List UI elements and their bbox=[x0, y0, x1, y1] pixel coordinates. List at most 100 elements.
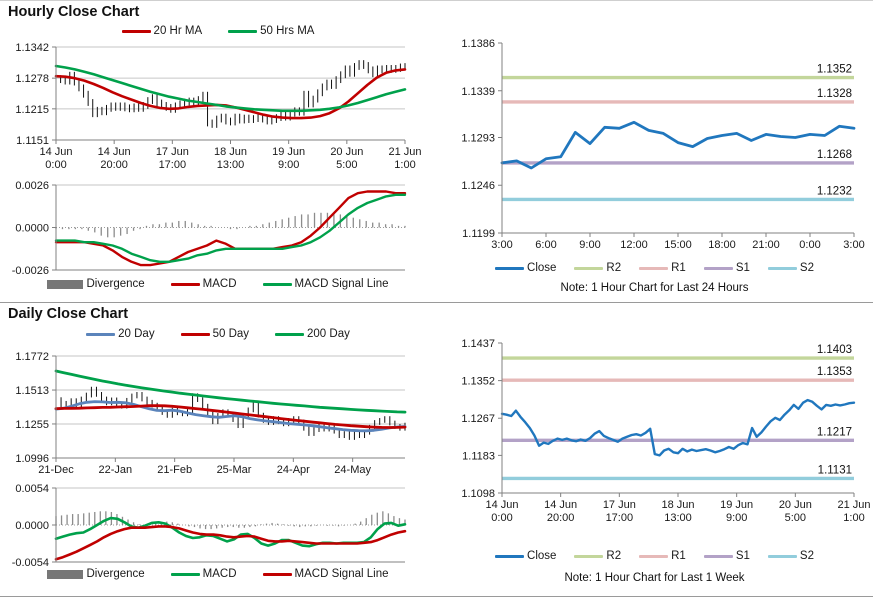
svg-text:0.0026: 0.0026 bbox=[15, 180, 49, 192]
svg-text:20:00: 20:00 bbox=[100, 159, 128, 171]
legend-swatch bbox=[495, 266, 525, 270]
svg-text:22-Jan: 22-Jan bbox=[99, 464, 133, 476]
legend-swatch bbox=[275, 332, 305, 336]
svg-text:20:00: 20:00 bbox=[547, 512, 575, 524]
svg-text:1.1151: 1.1151 bbox=[16, 135, 49, 147]
svg-text:9:00: 9:00 bbox=[278, 159, 299, 171]
svg-text:17:00: 17:00 bbox=[606, 512, 634, 524]
svg-text:13:00: 13:00 bbox=[217, 159, 245, 171]
svg-text:21 Jun: 21 Jun bbox=[388, 146, 421, 158]
legend-label: 50 Day bbox=[212, 328, 250, 340]
svg-text:21 Jun: 21 Jun bbox=[837, 499, 870, 511]
h24-note: Note: 1 Hour Chart for Last 24 Hours bbox=[560, 282, 749, 294]
legend-item-macd-signal-line: MACD Signal Line bbox=[262, 278, 389, 290]
svg-text:12:00: 12:00 bbox=[620, 239, 648, 251]
svg-text:0:00: 0:00 bbox=[491, 512, 512, 524]
svg-text:14 Jun: 14 Jun bbox=[98, 146, 131, 158]
legend-swatch bbox=[180, 332, 210, 336]
legend-swatch bbox=[47, 569, 84, 579]
legend-item-divergence: Divergence bbox=[47, 278, 145, 290]
legend-item-r1: R1 bbox=[639, 262, 686, 274]
legend-swatch bbox=[639, 554, 669, 558]
svg-text:19 Jun: 19 Jun bbox=[720, 499, 753, 511]
legend-swatch bbox=[574, 554, 604, 558]
svg-text:5:00: 5:00 bbox=[785, 512, 806, 524]
svg-text:25-Mar: 25-Mar bbox=[217, 464, 252, 476]
svg-text:24-May: 24-May bbox=[334, 464, 371, 476]
svg-text:15:00: 15:00 bbox=[664, 239, 692, 251]
svg-text:1.1255: 1.1255 bbox=[15, 419, 49, 431]
legend-item-50-hrs-ma: 50 Hrs MA bbox=[228, 25, 314, 37]
legend-label: MACD bbox=[202, 278, 237, 290]
legend-item-20-day: 20 Day bbox=[86, 328, 155, 340]
legend-label: S1 bbox=[735, 550, 750, 562]
legend-label: 20 Day bbox=[118, 328, 155, 340]
hourly-macd-legend: Divergence MACD MACD Signal Line bbox=[0, 278, 436, 290]
svg-text:17 Jun: 17 Jun bbox=[156, 146, 189, 158]
legend-swatch bbox=[86, 332, 116, 336]
svg-text:18 Jun: 18 Jun bbox=[661, 499, 694, 511]
svg-text:14 Jun: 14 Jun bbox=[544, 499, 577, 511]
legend-item-close: Close bbox=[495, 262, 556, 274]
legend-item-20-hr-ma: 20 Hr MA bbox=[121, 25, 202, 37]
legend-item-s2: S2 bbox=[767, 262, 814, 274]
svg-text:1:00: 1:00 bbox=[394, 159, 415, 171]
svg-text:1.1353: 1.1353 bbox=[817, 366, 852, 378]
svg-text:1.1098: 1.1098 bbox=[461, 488, 495, 500]
middle-divider bbox=[0, 302, 873, 303]
legend-item-divergence: Divergence bbox=[47, 568, 145, 580]
daily-macd-chart: 0.0054 0.0000 -0.0054 bbox=[12, 483, 407, 569]
svg-text:0.0000: 0.0000 bbox=[15, 223, 49, 235]
legend-label: S2 bbox=[799, 262, 814, 274]
legend-item-r1: R1 bbox=[639, 550, 686, 562]
hourly-ma-legend: 20 Hr MA 50 Hrs MA bbox=[0, 25, 436, 37]
svg-text:21:00: 21:00 bbox=[752, 239, 780, 251]
svg-text:14 Jun: 14 Jun bbox=[485, 499, 518, 511]
legend-label: MACD bbox=[202, 568, 237, 580]
legend-item-r2: R2 bbox=[574, 262, 621, 274]
legend-item-s2: S2 bbox=[767, 550, 814, 562]
legend-label: Close bbox=[527, 262, 557, 274]
legend-label: S1 bbox=[735, 262, 750, 274]
legend-item-macd: MACD bbox=[170, 568, 237, 580]
bottom-divider bbox=[0, 596, 873, 597]
legend-label: 200 Day bbox=[307, 328, 350, 340]
legend-label: Divergence bbox=[86, 278, 145, 290]
svg-text:9:00: 9:00 bbox=[579, 239, 600, 251]
legend-item-macd-signal-line: MACD Signal Line bbox=[262, 568, 389, 580]
svg-text:18 Jun: 18 Jun bbox=[214, 146, 247, 158]
legend-swatch bbox=[121, 29, 151, 33]
svg-text:3:00: 3:00 bbox=[491, 239, 512, 251]
svg-text:1.1352: 1.1352 bbox=[461, 376, 495, 388]
legend-item-200-day: 200 Day bbox=[275, 328, 350, 340]
h1w-note: Note: 1 Hour Chart for Last 1 Week bbox=[564, 572, 745, 584]
svg-text:0:00: 0:00 bbox=[799, 239, 820, 251]
legend-item-50-day: 50 Day bbox=[180, 328, 250, 340]
legend-item-macd: MACD bbox=[170, 278, 237, 290]
legend-item-close: Close bbox=[495, 550, 556, 562]
legend-label: MACD Signal Line bbox=[294, 568, 389, 580]
legend-swatch bbox=[767, 266, 797, 270]
svg-text:0:00: 0:00 bbox=[45, 159, 66, 171]
svg-text:17:00: 17:00 bbox=[159, 159, 187, 171]
legend-label: R2 bbox=[606, 262, 622, 274]
legend-label: Close bbox=[527, 550, 557, 562]
svg-text:1.1386: 1.1386 bbox=[461, 38, 495, 50]
svg-text:1.1217: 1.1217 bbox=[817, 426, 852, 438]
legend-swatch bbox=[228, 29, 258, 33]
h24-legend: Close R2 R1 S1 S2 bbox=[436, 262, 873, 274]
legend-swatch bbox=[170, 282, 200, 286]
svg-text:5:00: 5:00 bbox=[336, 159, 357, 171]
legend-swatch bbox=[703, 266, 733, 270]
svg-text:1.1267: 1.1267 bbox=[461, 413, 495, 425]
legend-swatch bbox=[262, 282, 292, 286]
svg-text:1.1215: 1.1215 bbox=[15, 104, 49, 116]
svg-text:1.1131: 1.1131 bbox=[818, 464, 852, 476]
svg-text:1.1403: 1.1403 bbox=[817, 344, 852, 356]
svg-text:-0.0026: -0.0026 bbox=[12, 265, 49, 277]
legend-label: 50 Hrs MA bbox=[260, 25, 315, 37]
svg-text:3:00: 3:00 bbox=[843, 239, 864, 251]
legend-swatch bbox=[767, 554, 797, 558]
legend-swatch bbox=[262, 572, 292, 576]
